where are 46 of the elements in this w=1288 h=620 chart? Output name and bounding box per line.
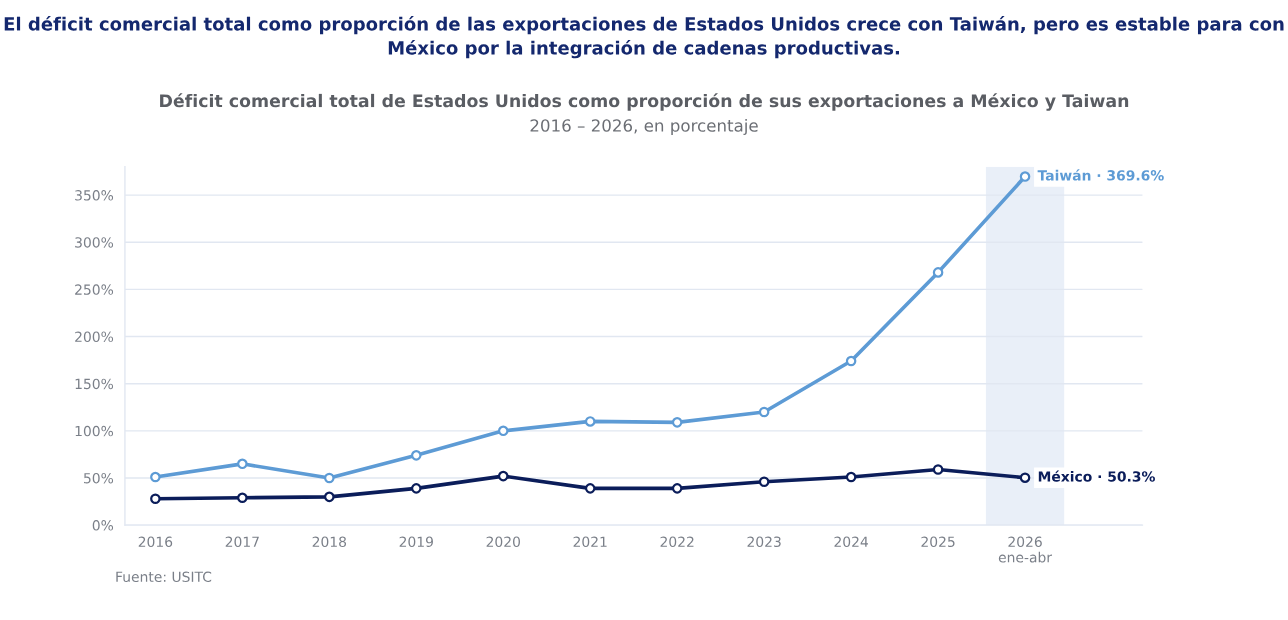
chart-subtitle: Déficit comercial total de Estados Unidos como proporción de sus exportaciones a México y Taiwan 2016 – 2026, en porcentaje [160, 93, 1129, 136]
point [497, 470, 509, 482]
x-tick-label: 2022 [660, 536, 694, 547]
y-tick-label: 350% [75, 190, 114, 201]
point [324, 472, 335, 484]
point [324, 491, 335, 503]
point [845, 355, 857, 367]
x-tick-label: 2026 ene-abr [998, 536, 1053, 563]
point [845, 471, 857, 483]
y-tick-label: 200% [75, 331, 114, 342]
x-tick-label: 2023 [747, 536, 781, 547]
point [671, 483, 683, 494]
x-tick-label: 2025 [921, 536, 955, 547]
point [1019, 171, 1031, 182]
point [932, 267, 944, 278]
point [758, 476, 770, 488]
point [932, 464, 944, 475]
x-tick-label: 2018 [312, 536, 347, 547]
data-label: México · 50.3% [1038, 470, 1155, 482]
y-tick-label: 300% [75, 237, 114, 248]
point [671, 417, 683, 428]
x-tick-label: 2019 [399, 536, 433, 547]
x-tick-label: 2021 [573, 536, 607, 547]
point [237, 458, 248, 470]
y-tick-label: 0% [92, 520, 114, 531]
point [411, 450, 422, 461]
point [584, 416, 596, 427]
point [584, 483, 596, 494]
point [237, 492, 248, 504]
x-tick-label: 2024 [834, 536, 869, 547]
data-label: Taiwán · 369.6% [1037, 169, 1164, 181]
chart-title: El déficit comercial total como proporción de las exportaciones de Estados Unidos crece con Taiwán, pero es estable para con México por la integración de cadenas productivas. [4, 16, 1284, 59]
point [758, 406, 770, 418]
source-note: Fuente: USITC [116, 571, 212, 583]
point [1019, 472, 1031, 483]
x-tick-label: 2020 [486, 536, 520, 547]
point [411, 483, 422, 494]
x-tick-label: 2016 [138, 536, 173, 547]
y-tick-label: 50% [84, 472, 114, 484]
y-tick-label: 150% [75, 378, 114, 390]
point [150, 471, 161, 483]
y-tick-label: 250% [75, 284, 114, 295]
x-tick-label: 2017 [225, 536, 259, 547]
point [497, 425, 509, 437]
y-tick-label: 100% [75, 425, 114, 437]
point [150, 493, 161, 505]
